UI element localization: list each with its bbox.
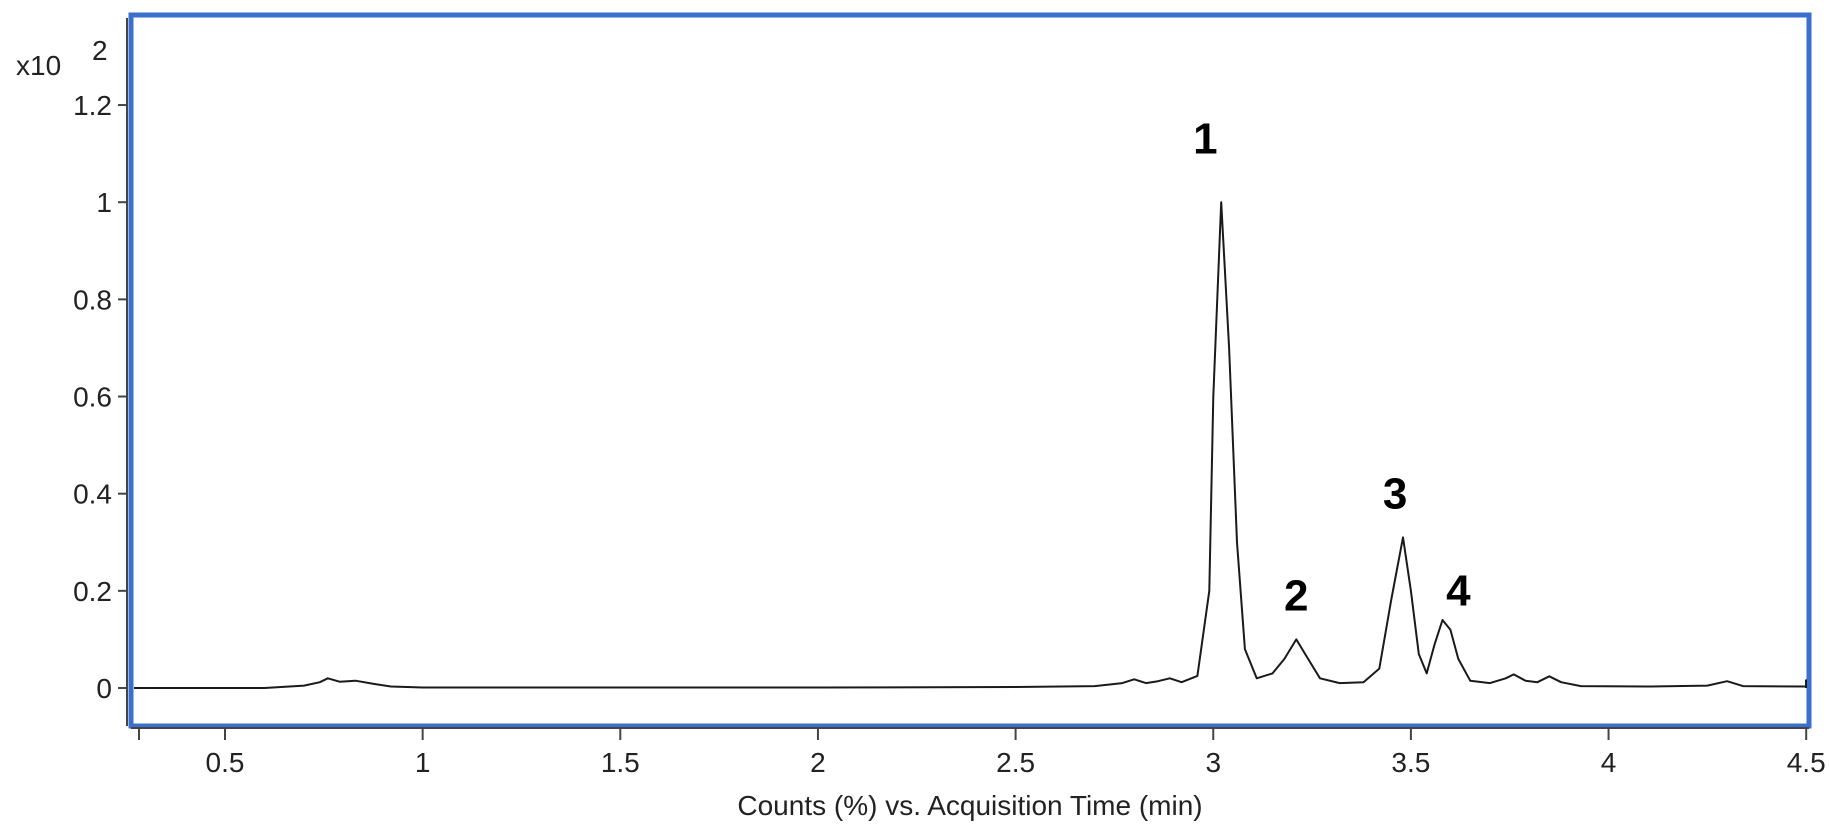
y-multiplier-exponent: 2 [92, 35, 108, 66]
y-tick-label: 1 [96, 187, 112, 218]
peak-label-4: 4 [1446, 566, 1471, 615]
x-tick-label: 1.5 [601, 747, 640, 778]
x-tick-label: 2 [810, 747, 826, 778]
y-tick-label: 0.6 [73, 382, 112, 413]
y-tick-label: 0.8 [73, 284, 112, 315]
x-axis-title: Counts (%) vs. Acquisition Time (min) [737, 790, 1202, 821]
y-tick-label: 1.2 [73, 90, 112, 121]
peak-annotations: 1 2 34 [1193, 115, 1471, 621]
peak-label-3: 3 [1383, 469, 1407, 518]
y-tick-label: 0 [96, 673, 112, 704]
peak-label-1: 1 [1193, 115, 1217, 164]
peak-label-2: 2 [1284, 571, 1308, 620]
y-multiplier-base: x10 [16, 50, 61, 81]
x-tick-label: 0.5 [206, 747, 245, 778]
x-axis-ticks: 0.511.522.533.544.555.566.577.58 [138, 728, 1826, 778]
y-tick-label: 0.4 [73, 479, 112, 510]
x-tick-label: 1 [415, 747, 431, 778]
y-axis-ticks: 0 0.2 0.4 0.6 0.8 1 1.2 [73, 90, 127, 704]
plot-frame [128, 12, 1812, 729]
x-tick-label: 4.5 [1787, 747, 1826, 778]
y-tick-label: 0.2 [73, 576, 112, 607]
x-tick-label: 3.5 [1391, 747, 1430, 778]
x-tick-label: 4 [1601, 747, 1617, 778]
x-tick-label: 2.5 [996, 747, 1035, 778]
chromatogram-trace [134, 201, 1807, 689]
x-tick-label: 3 [1205, 747, 1221, 778]
